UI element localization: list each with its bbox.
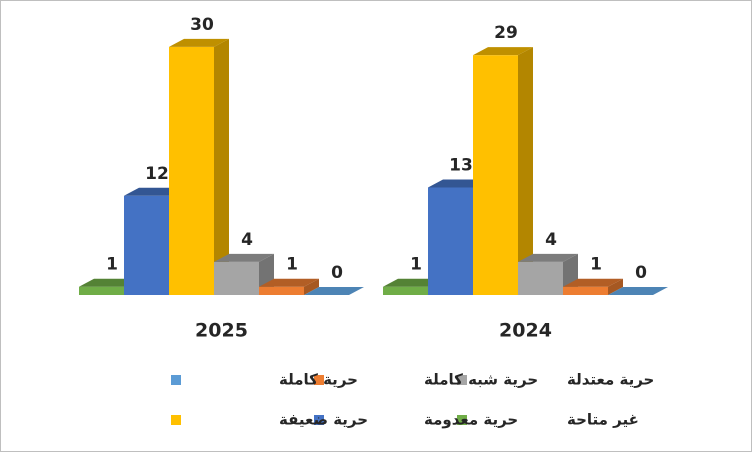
bar-side (518, 47, 533, 295)
bar (563, 286, 608, 295)
legend-label: حرية معدومة (424, 411, 518, 429)
value-label: 1 (590, 255, 602, 275)
legend-swatch (314, 415, 324, 425)
bar (124, 195, 169, 295)
bar-side (608, 278, 623, 295)
bar-top (473, 47, 533, 56)
bar-top (214, 253, 274, 262)
bar (473, 55, 518, 295)
bar (383, 286, 428, 295)
value-label: 1 (106, 255, 118, 275)
legend-label: غير متاحة (567, 411, 639, 429)
bar (169, 46, 214, 296)
bar (79, 286, 124, 295)
value-label: 29 (494, 23, 518, 43)
value-label: 13 (449, 155, 473, 175)
legend-label: حرية كاملة (279, 371, 358, 389)
legend-label: حرية معتدلة (567, 371, 654, 389)
legend-swatch (171, 415, 181, 425)
legend-swatch (457, 415, 467, 425)
bar-top (169, 38, 229, 47)
legend-label: حرية شبه كاملة (424, 371, 538, 389)
bar-top (259, 278, 319, 287)
bar-top (563, 278, 623, 287)
value-label: 0 (635, 263, 647, 283)
bar-top (518, 253, 578, 262)
bar (428, 187, 473, 295)
legend-swatch (457, 375, 467, 385)
value-label: 0 (331, 263, 343, 283)
bar (259, 286, 304, 295)
value-label: 30 (190, 15, 214, 35)
bar-top (304, 287, 364, 295)
value-label: 1 (286, 255, 298, 275)
category-label: 2024 (499, 320, 552, 342)
bar (518, 261, 563, 295)
legend-label: حرية ضعيفة (279, 411, 368, 429)
value-label: 12 (145, 164, 169, 184)
bar-side (214, 38, 229, 296)
legend-swatch (171, 375, 181, 385)
category-label: 2025 (195, 320, 248, 342)
value-label: 4 (241, 230, 253, 250)
value-label: 1 (410, 255, 422, 275)
bar (214, 261, 259, 295)
bar-top (608, 287, 668, 295)
bar-side (304, 278, 319, 295)
legend-swatch (314, 375, 324, 385)
value-label: 4 (545, 230, 557, 250)
